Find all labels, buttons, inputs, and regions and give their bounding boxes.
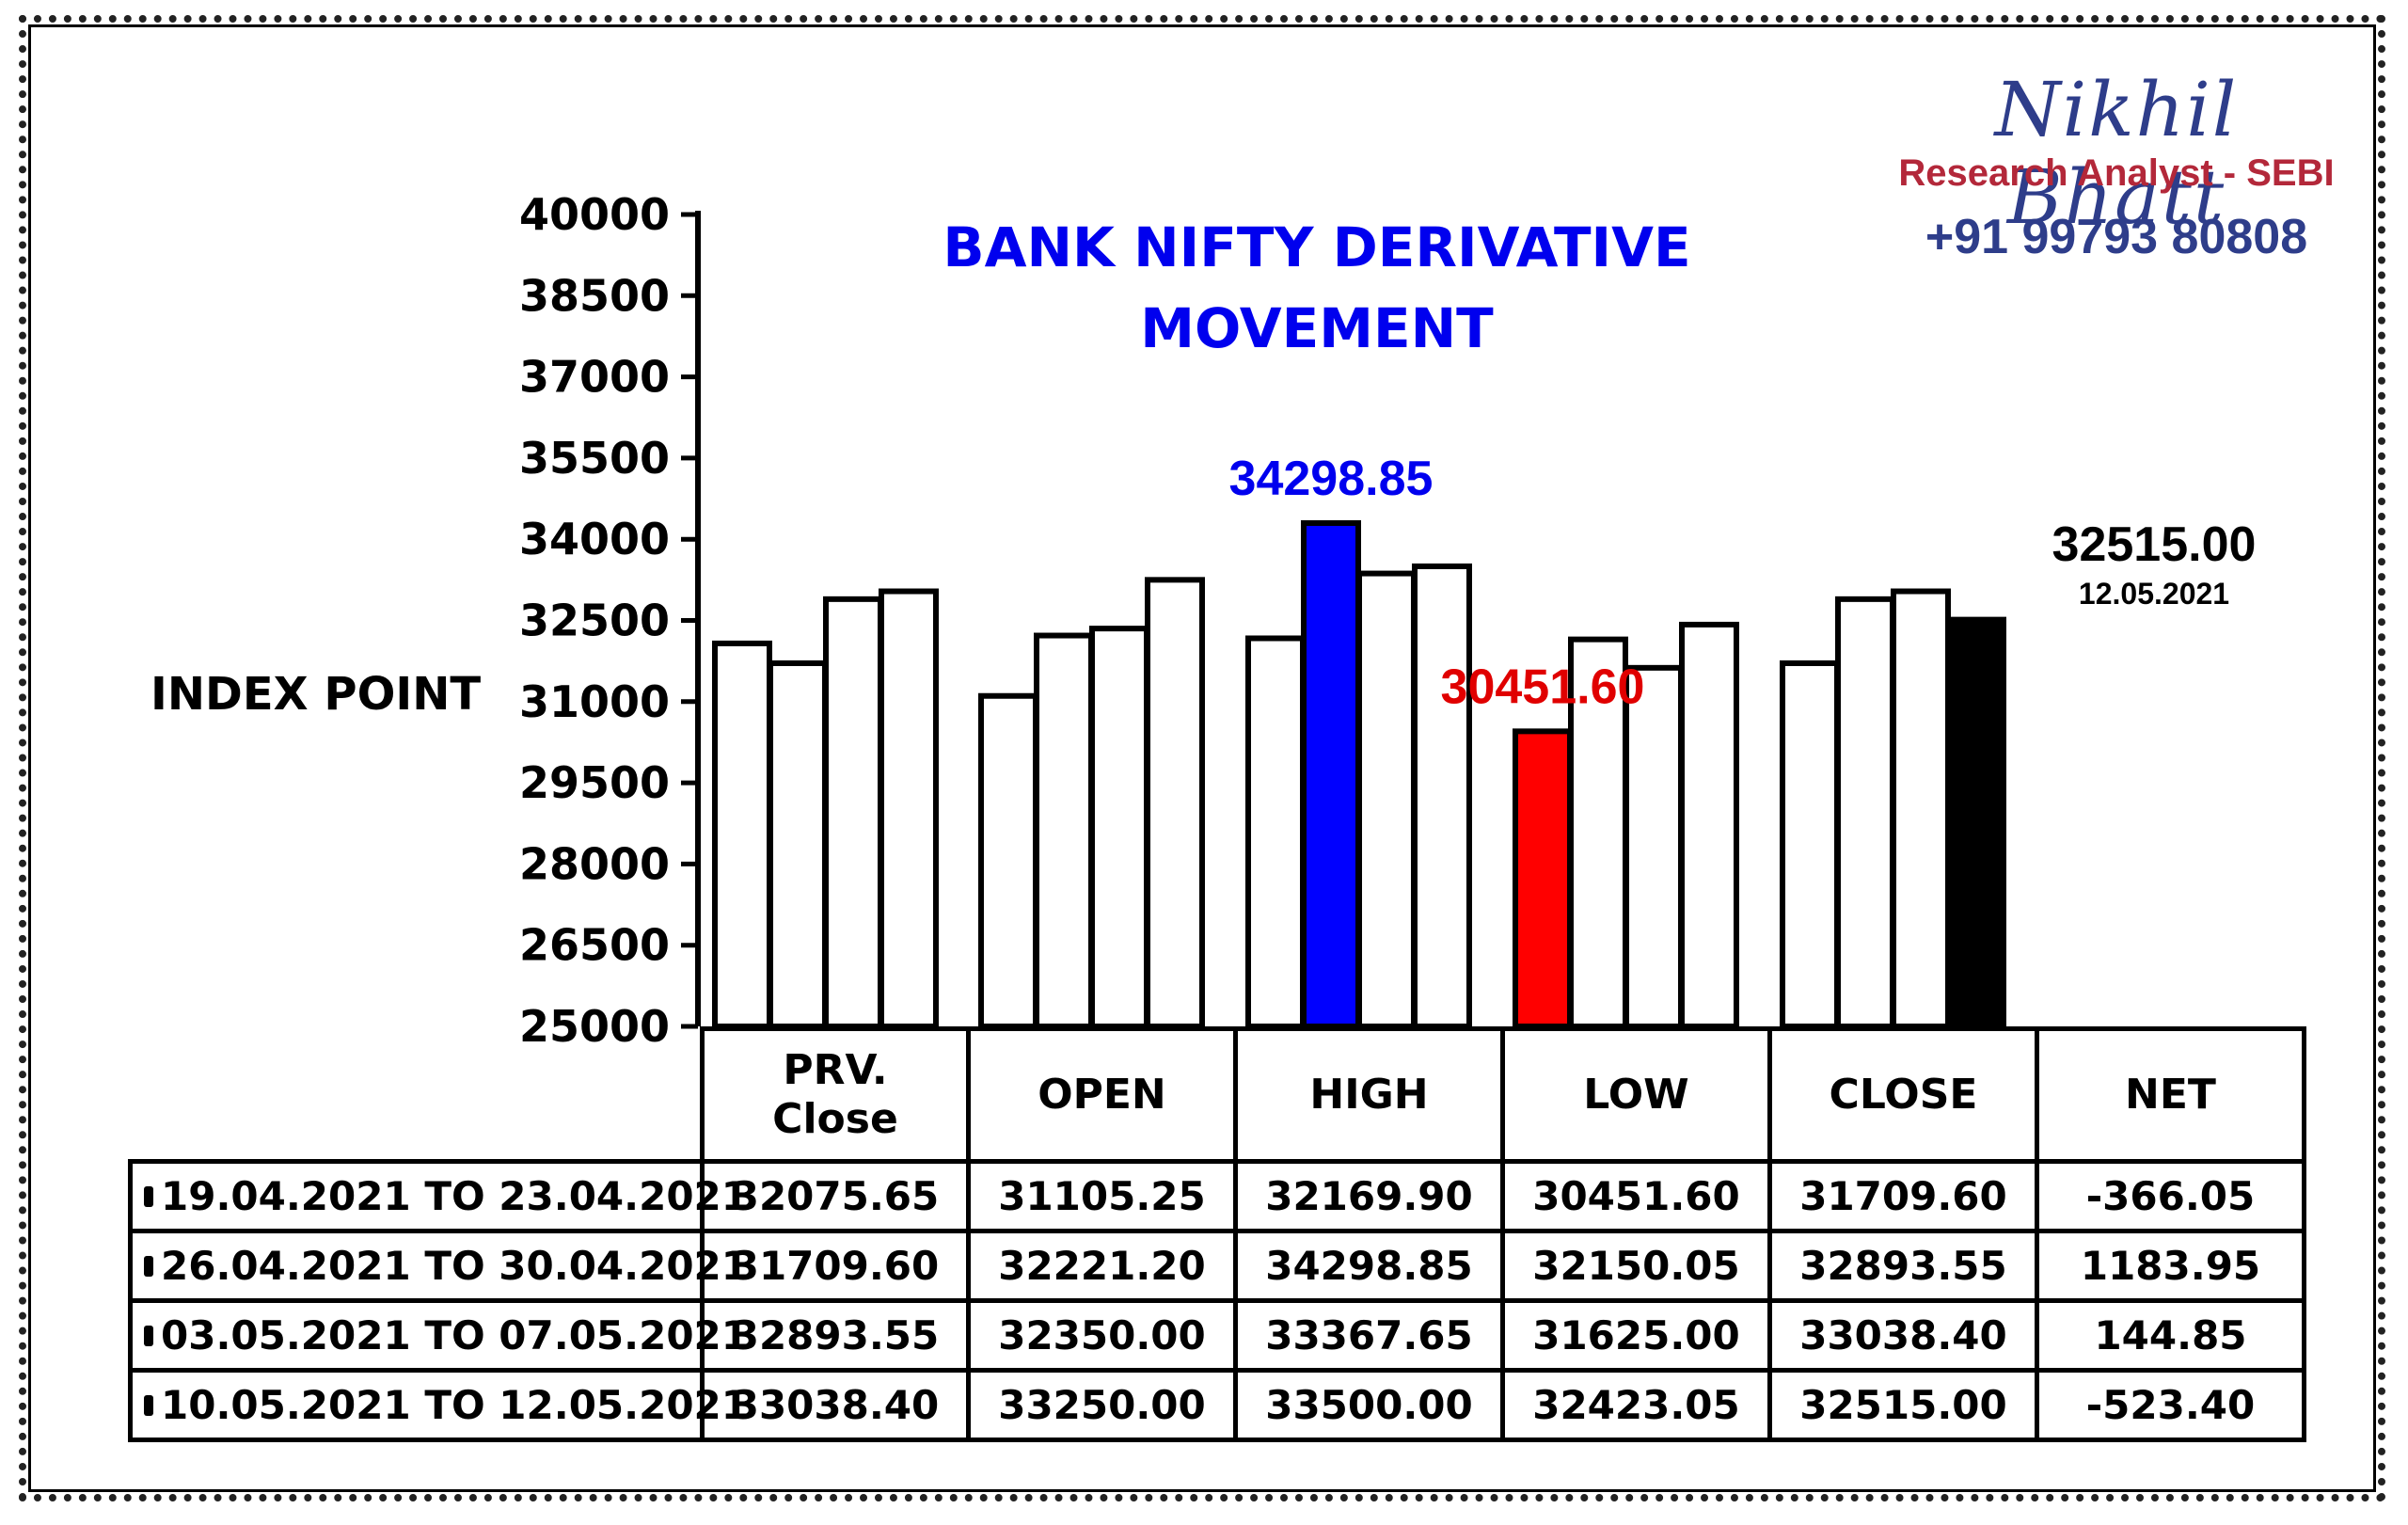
- table-cell: 144.85: [2035, 1298, 2306, 1373]
- bar: [1145, 577, 1205, 1029]
- y-tick-label: 37000: [519, 352, 670, 403]
- data-label: 32515.00: [2052, 517, 2257, 572]
- table-header-cell: OPEN: [966, 1026, 1238, 1164]
- table-cell: 32423.05: [1500, 1368, 1772, 1442]
- bar: [1301, 520, 1361, 1029]
- table-cell: 33038.40: [1767, 1298, 2039, 1373]
- y-tick-label: 26500: [519, 920, 670, 971]
- table-header-cell: LOW: [1500, 1026, 1772, 1164]
- table-cell: 1183.95: [2035, 1229, 2306, 1303]
- table-cell: 32221.20: [966, 1229, 1238, 1303]
- legend-key-icon: [144, 1185, 153, 1207]
- table-row-label: 10.05.2021 TO 12.05.2021: [128, 1368, 749, 1442]
- brand-name: Nikhil Bhatt: [1994, 66, 2239, 241]
- y-tick-label: 28000: [519, 838, 670, 889]
- legend-key-icon: [144, 1394, 153, 1416]
- table-row-label: 03.05.2021 TO 07.05.2021: [128, 1298, 749, 1373]
- table-cell: 32893.55: [1767, 1229, 2039, 1303]
- bar: [1089, 626, 1149, 1029]
- data-label: 34298.85: [1229, 452, 1434, 506]
- table-cell: 31709.60: [1767, 1159, 2039, 1233]
- y-tick-label: 35500: [519, 433, 670, 484]
- table-header-cell: HIGH: [1233, 1026, 1505, 1164]
- y-tick-label: 40000: [519, 189, 670, 240]
- bar: [1679, 621, 1739, 1029]
- chart-title: BANK NIFTY DERIVATIVE MOVEMENT: [943, 215, 1691, 360]
- dotted-frame: [19, 15, 2385, 1501]
- table-cell: 34298.85: [1233, 1229, 1505, 1303]
- table-cell: 31709.60: [700, 1229, 971, 1303]
- table-cell: 32150.05: [1500, 1229, 1772, 1303]
- table-cell: -366.05: [2035, 1159, 2306, 1233]
- series-name: 03.05.2021 TO 07.05.2021: [161, 1312, 749, 1358]
- bar: [1034, 632, 1094, 1029]
- bar: [879, 588, 939, 1029]
- table-cell: 33367.65: [1233, 1298, 1505, 1373]
- bar: [1412, 563, 1472, 1029]
- table-cell: 32893.55: [700, 1298, 971, 1373]
- data-sublabel: 12.05.2021: [2079, 577, 2229, 611]
- legend-key-icon: [144, 1255, 153, 1277]
- y-tick-label: 34000: [519, 514, 670, 564]
- table-header-cell: NET: [2035, 1026, 2306, 1164]
- y-tick-label: 31000: [519, 676, 670, 727]
- table-row-label: 26.04.2021 TO 30.04.2021: [128, 1229, 749, 1303]
- table-cell: 33500.00: [1233, 1368, 1505, 1442]
- y-tick-label: 38500: [519, 270, 670, 321]
- table-cell: 30451.60: [1500, 1159, 1772, 1233]
- legend-key-icon: [144, 1325, 153, 1346]
- bar: [1624, 664, 1684, 1029]
- table-cell: -523.40: [2035, 1368, 2306, 1442]
- table-cell: 31625.00: [1500, 1298, 1772, 1373]
- content-frame: [28, 24, 2376, 1492]
- series-name: 10.05.2021 TO 12.05.2021: [161, 1382, 749, 1428]
- table-header-cell: CLOSE: [1767, 1026, 2039, 1164]
- series-name: 26.04.2021 TO 30.04.2021: [161, 1243, 749, 1289]
- bar: [1245, 635, 1306, 1029]
- data-label: 30451.60: [1441, 659, 1645, 714]
- table-row-label: 19.04.2021 TO 23.04.2021: [128, 1159, 749, 1233]
- table-cell: 33038.40: [700, 1368, 971, 1442]
- table-cell: 32075.65: [700, 1159, 971, 1233]
- bar: [1946, 616, 2006, 1030]
- bar: [1891, 588, 1951, 1029]
- series-name: 19.04.2021 TO 23.04.2021: [161, 1173, 749, 1219]
- y-tick-label: 29500: [519, 757, 670, 808]
- y-tick-label: 25000: [519, 1001, 670, 1052]
- y-axis-label: INDEX POINT: [150, 668, 482, 721]
- bar: [768, 659, 828, 1030]
- y-tick-label: 32500: [519, 596, 670, 646]
- brand-phone: +91 99793 80808: [1925, 210, 2308, 264]
- table-header-cell: PRV. Close: [700, 1026, 971, 1164]
- bar: [823, 596, 883, 1029]
- table-cell: 31105.25: [966, 1159, 1238, 1233]
- bar: [1513, 728, 1573, 1029]
- table-cell: 32350.00: [966, 1298, 1238, 1373]
- bar: [1780, 659, 1840, 1030]
- bar: [712, 640, 772, 1029]
- bar: [1835, 596, 1895, 1029]
- table-cell: 33250.00: [966, 1368, 1238, 1442]
- bar: [978, 692, 1038, 1029]
- table-cell: 32515.00: [1767, 1368, 2039, 1442]
- table-cell: 32169.90: [1233, 1159, 1505, 1233]
- brand-role: Research Analyst - SEBI: [1898, 152, 2335, 194]
- bar: [1356, 570, 1417, 1029]
